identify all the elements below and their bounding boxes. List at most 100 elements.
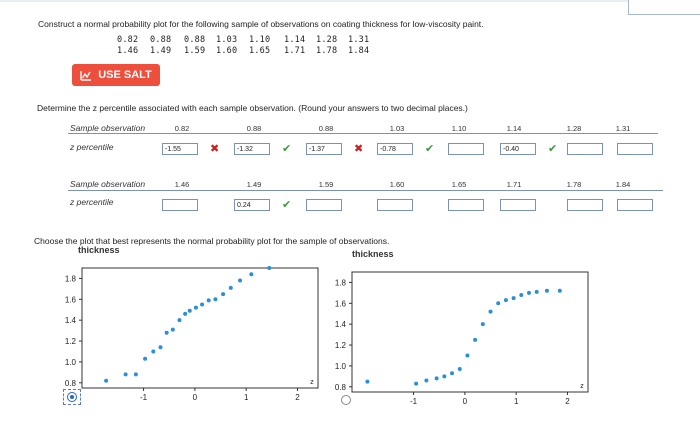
z-percentile-input[interactable]: -1.55 — [162, 143, 198, 155]
correct-check-icon: ✔ — [425, 143, 435, 155]
data-point — [238, 278, 243, 283]
header-rule — [68, 190, 663, 191]
data-point — [177, 318, 182, 323]
data-point — [123, 372, 128, 377]
use-salt-button[interactable]: USE SALT — [72, 64, 160, 86]
data-point — [424, 378, 429, 383]
plot-a-radio[interactable] — [67, 392, 77, 402]
normal-probability-plot-b: 1.8 1.6 1.4 1.2 1.0 0.8 -1 0 1 2 z — [335, 271, 589, 406]
data-point — [480, 322, 485, 327]
data-point — [228, 285, 233, 290]
y-tick-label: 1.0 — [65, 358, 77, 367]
y-tick-label: 1.0 — [335, 362, 347, 371]
observation-value: 1.03 — [389, 124, 405, 133]
data-point — [465, 353, 470, 358]
y-tick-label: 1.4 — [65, 316, 77, 325]
salt-icon — [80, 71, 92, 81]
z-percentile-input[interactable] — [377, 199, 413, 211]
z-percentile-label: z percentile — [70, 197, 114, 207]
data-point — [496, 301, 501, 306]
data-point — [213, 297, 218, 302]
y-tick-label: 1.6 — [335, 299, 347, 308]
data-point — [158, 345, 163, 350]
y-tick-label: 1.4 — [335, 320, 347, 329]
z-percentile-input[interactable] — [617, 143, 653, 155]
top-border — [0, 0, 700, 2]
data-point — [519, 292, 524, 297]
plot-a-title: thickness — [78, 245, 120, 255]
y-tick-label: 1.8 — [335, 278, 347, 287]
normal-probability-plot-a: 1.8 1.6 1.4 1.2 1.0 0.8 -1 0 1 2 z — [65, 266, 319, 402]
data-point — [457, 367, 462, 372]
observation-value: 1.31 — [615, 124, 631, 133]
choose-plot-instruction: Choose the plot that best represents the… — [34, 236, 390, 246]
plot-b-title: thickness — [352, 249, 394, 259]
data-point — [183, 311, 188, 316]
data-point — [193, 305, 198, 310]
data-point — [511, 296, 516, 301]
sample-value: 1.28 — [316, 35, 338, 45]
sample-value: 1.60 — [216, 46, 238, 56]
data-point — [143, 356, 148, 361]
sample-value: 1.84 — [348, 46, 370, 56]
correct-check-icon: ✔ — [282, 143, 292, 155]
z-percentile-input[interactable] — [448, 143, 484, 155]
observation-value: 1.14 — [506, 124, 522, 133]
z-percentile-input[interactable] — [567, 199, 603, 211]
header-rule — [68, 133, 658, 134]
z-percentile-input[interactable] — [500, 199, 536, 211]
plot-frame — [81, 267, 319, 389]
data-point — [164, 330, 169, 335]
x-tick-label: 0 — [193, 393, 198, 402]
data-point — [414, 381, 419, 386]
x-tick-label: 2 — [565, 397, 570, 406]
data-point — [170, 327, 175, 332]
observation-value: 1.71 — [506, 180, 522, 189]
data-point — [187, 308, 192, 313]
z-percentile-input[interactable] — [306, 199, 342, 211]
sample-observation-label: Sample observation — [70, 179, 146, 189]
data-point — [473, 337, 478, 342]
observation-value: 1.60 — [389, 180, 405, 189]
sample-value: 1.65 — [249, 46, 271, 56]
plot-frame — [351, 271, 589, 393]
x-axis-label: z — [580, 383, 584, 390]
data-point — [488, 309, 493, 314]
observation-value: 1.65 — [451, 180, 467, 189]
x-tick-label: 2 — [295, 393, 300, 402]
z-percentile-input[interactable]: 0.24 — [234, 199, 270, 211]
data-point — [365, 379, 370, 384]
incorrect-icon: ✖ — [354, 143, 364, 155]
sample-observation-label: Sample observation — [70, 123, 146, 133]
sample-value: 1.49 — [150, 46, 172, 56]
sample-value: 0.88 — [184, 35, 206, 45]
z-percentile-input[interactable]: -1.37 — [306, 143, 342, 155]
z-percentile-input[interactable]: -1.32 — [234, 143, 270, 155]
observation-value: 1.28 — [566, 124, 582, 133]
data-point — [503, 298, 508, 303]
x-tick-label: -1 — [140, 393, 148, 402]
z-percentile-input[interactable] — [448, 199, 484, 211]
data-point — [442, 374, 447, 379]
top-right-tab[interactable] — [628, 0, 700, 15]
sample-value: 1.71 — [284, 46, 306, 56]
z-percentile-input[interactable] — [617, 199, 653, 211]
data-point — [557, 288, 562, 293]
z-percentile-input[interactable]: -0.78 — [377, 143, 413, 155]
y-tick-label: 0.8 — [335, 383, 347, 392]
plot-b-radio[interactable] — [341, 395, 351, 405]
z-percentile-input[interactable]: -0.40 — [500, 143, 536, 155]
sample-value: 1.78 — [316, 46, 338, 56]
question-prompt: Construct a normal probability plot for … — [38, 19, 484, 29]
observation-value: 1.49 — [246, 180, 262, 189]
data-point — [249, 272, 254, 277]
x-axis-label: z — [310, 379, 314, 386]
z-percentile-input[interactable] — [162, 199, 198, 211]
data-point — [527, 290, 531, 295]
y-tick-label: 1.2 — [335, 341, 347, 350]
observation-value: 1.59 — [318, 180, 334, 189]
z-percentile-input[interactable] — [567, 143, 603, 155]
sample-value: 1.46 — [117, 46, 139, 56]
observation-value: 1.10 — [451, 124, 467, 133]
sample-value: 0.88 — [150, 35, 172, 45]
